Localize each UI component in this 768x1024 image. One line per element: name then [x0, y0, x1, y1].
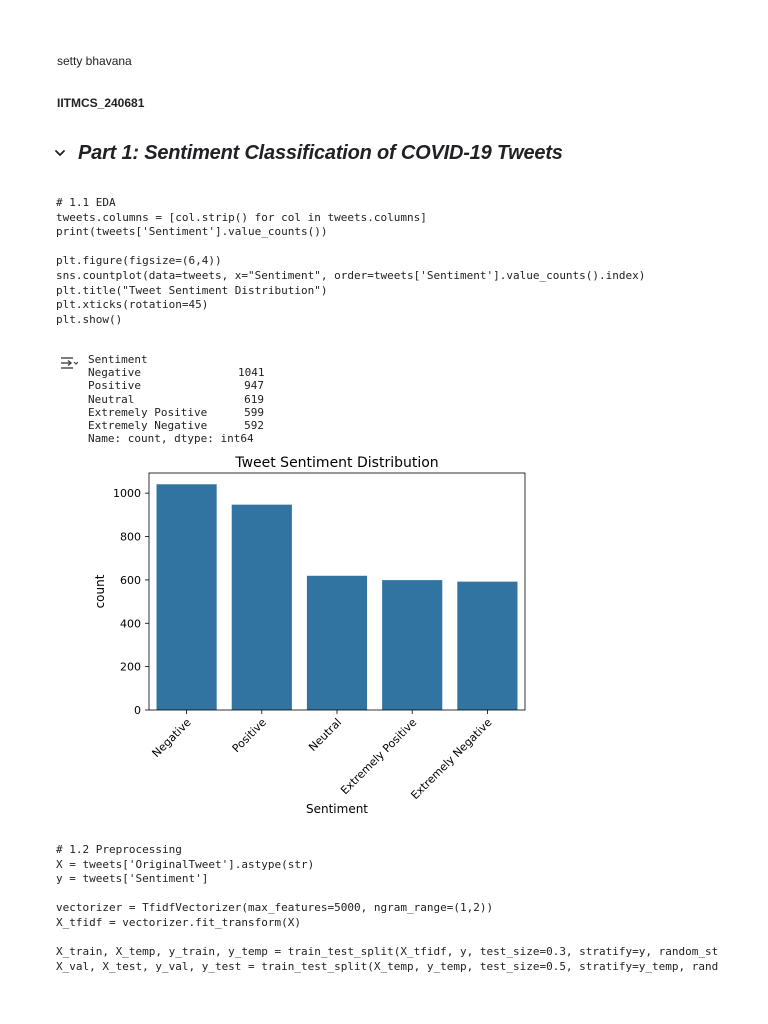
code-cell-eda[interactable]: # 1.1 EDA tweets.columns = [col.strip() f… [56, 196, 736, 327]
y-tick-label: 400 [120, 617, 141, 630]
output-value: 599 [244, 405, 264, 419]
code-line: plt.title("Tweet Sentiment Distribution"… [56, 283, 328, 297]
code-line: print(tweets['Sentiment'].value_counts()… [56, 225, 328, 239]
roll-number: IITMCS_240681 [57, 96, 145, 110]
output-value: 1041 [238, 366, 265, 380]
code-line: sns.countplot(data=tweets, x="Sentiment"… [56, 268, 646, 282]
code-line [56, 887, 736, 902]
code-line: # 1.1 EDA [56, 196, 116, 209]
code-cell-preprocessing[interactable]: # 1.2 Preprocessing X = tweets['OriginalT… [56, 843, 736, 974]
cell-output: Sentiment Negative 1041 Positive 947 Neutral 6… [88, 353, 265, 446]
output-label: Extremely Positive [88, 405, 208, 419]
x-tick-label: Neutral [306, 716, 344, 754]
chevron-down-icon[interactable] [50, 143, 70, 163]
output-value: 619 [244, 392, 264, 406]
output-row: Extremely Positive 599 [88, 406, 264, 419]
plot-frame [148, 472, 526, 711]
code-line: X_train, X_temp, y_train, y_temp = train… [56, 945, 719, 959]
code-line: X_val, X_test, y_val, y_test = train_tes… [56, 959, 719, 973]
y-tick-label: 600 [120, 574, 141, 587]
output-value: 947 [244, 379, 264, 393]
bar [382, 580, 443, 710]
code-line: plt.show() [56, 312, 123, 326]
output-label: Neutral [88, 392, 135, 406]
code-line: plt.xticks(rotation=45) [56, 298, 209, 312]
output-label: Negative [88, 366, 141, 380]
output-label: Extremely Negative [88, 418, 208, 432]
output-toggle-icon[interactable] [58, 354, 79, 372]
output-row: Neutral 619 [88, 393, 264, 406]
author-name: setty bhavana [57, 54, 132, 68]
bar [457, 581, 518, 710]
section-title: Part 1: Sentiment Classification of COVI… [78, 141, 563, 164]
chart-title: Tweet Sentiment Distribution [234, 455, 438, 471]
x-tick-label: Positive [230, 716, 269, 755]
code-line: # 1.2 Preprocessing [56, 843, 182, 856]
code-line: tweets.columns = [col.strip() for col in… [56, 210, 427, 224]
x-tick-label: Extremely Positive [338, 716, 419, 797]
output-footer: Name: count, dtype: int64 [88, 432, 254, 446]
code-line: vectorizer = TfidfVectorizer(max_feature… [56, 901, 494, 915]
output-label: Positive [88, 379, 141, 393]
bar [306, 575, 368, 710]
output-row: Positive 947 [88, 379, 264, 392]
x-tick-label: Negative [150, 716, 194, 760]
sentiment-bar-chart: Tweet Sentiment Distribution 0 200 400 600 80… [93, 455, 526, 816]
code-line [56, 931, 736, 946]
code-line [56, 240, 736, 255]
output-row: Extremely Negative 592 [88, 419, 264, 432]
section-header: Part 1: Sentiment Classification of COVI… [50, 138, 563, 168]
y-tick-label: 800 [120, 531, 141, 544]
bar [156, 484, 217, 710]
code-line: X_tfidf = vectorizer.fit_transform(X) [56, 915, 302, 929]
y-axis-label: count [93, 574, 107, 608]
output-value: 592 [244, 418, 264, 432]
code-line: X = tweets['OriginalTweet'].astype(str) [56, 857, 315, 871]
bar [231, 504, 292, 710]
y-tick-label: 200 [120, 661, 141, 674]
output-header: Sentiment [88, 353, 148, 366]
y-tick-label: 1000 [113, 487, 141, 500]
x-axis-label: Sentiment [306, 802, 368, 816]
code-line: y = tweets['Sentiment'] [56, 872, 209, 886]
output-row: Negative 1041 [88, 366, 265, 380]
code-line: plt.figure(figsize=(6,4)) [56, 254, 222, 268]
y-tick-label: 0 [134, 704, 141, 717]
x-tick-label: Extremely Negative [408, 716, 494, 802]
